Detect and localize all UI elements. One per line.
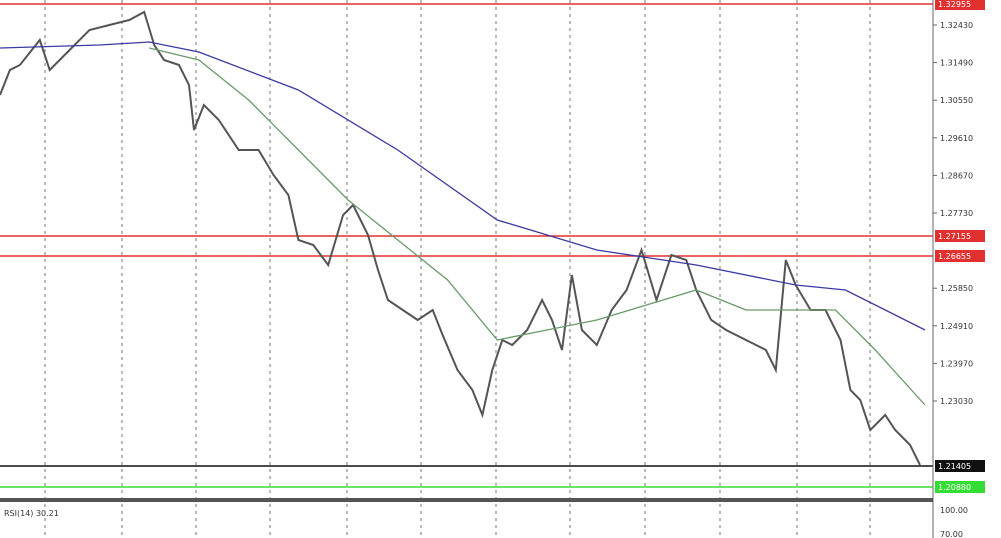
price-axis-ticks: 1.32430 1.31490 1.30550 1.29610 1.28670 1.277… xyxy=(933,21,973,406)
axis-tick-label: 1.24910 xyxy=(940,322,973,331)
axis-tick-label: 1.23970 xyxy=(940,359,973,368)
axis-tick-label: 1.30550 xyxy=(940,96,973,105)
axis-tick-label: 1.27730 xyxy=(940,209,973,218)
indicator-tick: 100.00 xyxy=(940,506,968,515)
axis-tick-label: 1.28670 xyxy=(940,171,973,180)
level-tag xyxy=(935,481,985,493)
level-tag xyxy=(935,0,985,10)
level-tag xyxy=(935,250,985,262)
series-lines xyxy=(0,10,926,466)
level-tag-label: 1.26655 xyxy=(938,252,971,261)
level-tag xyxy=(935,230,985,242)
price-line xyxy=(0,10,921,466)
axis-tick-label: 1.23030 xyxy=(940,397,973,406)
level-tags: 1.32955 1.27155 1.26655 1.21405 1.20880 xyxy=(935,0,985,493)
horizontal-levels xyxy=(0,3,933,488)
axis-tick-label: 1.32430 xyxy=(940,21,973,30)
level-tag-label: 1.21405 xyxy=(938,462,971,471)
axis-tick-label: 1.25850 xyxy=(940,284,973,293)
fast-ma-line xyxy=(149,47,926,406)
panel-separator xyxy=(0,498,933,502)
indicator-tick: 70.00 xyxy=(940,530,963,538)
axis-tick-label: 1.29610 xyxy=(940,134,973,143)
level-tag-label: 1.20880 xyxy=(938,483,971,492)
indicator-label: RSI(14) 30.21 xyxy=(4,509,59,518)
axis-tick-label: 1.31490 xyxy=(940,59,973,68)
grid-lines xyxy=(44,0,871,538)
level-tag-label: 1.32955 xyxy=(938,0,971,9)
level-tag xyxy=(935,460,985,472)
slow-ma-line xyxy=(0,41,926,331)
level-tag-label: 1.27155 xyxy=(938,232,971,241)
